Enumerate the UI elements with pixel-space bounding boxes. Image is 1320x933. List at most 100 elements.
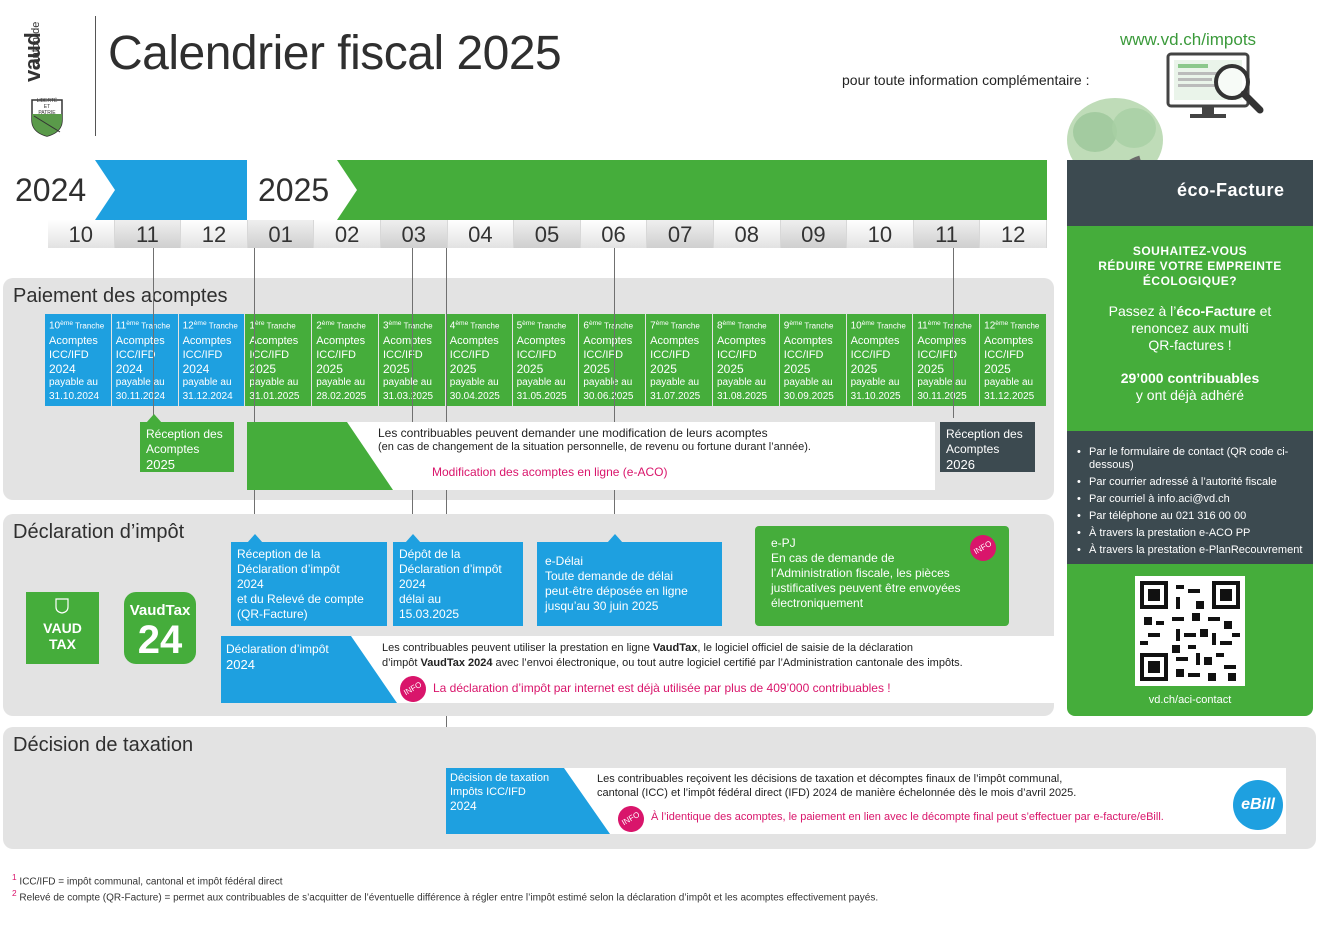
tranche-line1: Acomptes xyxy=(316,334,366,347)
epj-line5: électroniquement xyxy=(771,596,864,610)
depot-line1: Dépôt de la xyxy=(399,547,461,561)
decision-arrow xyxy=(446,768,610,834)
tranche-line2: ICC/IFD xyxy=(850,348,891,361)
tranche-payable: payable au xyxy=(917,376,967,388)
motto-patrie: PATRIE xyxy=(38,110,56,116)
panel-pitch-1a: Passez à l’ xyxy=(1108,303,1177,319)
pointer-arrow xyxy=(405,534,421,543)
panel-green-block: SOUHAITEZ-VOUS RÉDUIRE VOTRE EMPREINTE É… xyxy=(1067,226,1313,431)
footnote-2-sup: 2 xyxy=(12,888,17,898)
section-title-decision: Décision de taxation xyxy=(13,734,194,756)
tranche-line1: Acomptes xyxy=(716,334,766,347)
tranche-payable: payable au xyxy=(516,376,566,388)
declaration-info-text: La déclaration d’impôt par internet est … xyxy=(433,681,891,695)
tranche-num: 2 xyxy=(316,320,322,332)
vaud-tax-line1: VAUD xyxy=(43,620,82,636)
tranche-num: 6 xyxy=(583,320,589,332)
panel-title: éco-Facture xyxy=(1067,160,1313,226)
tranche-date: 31.08.2025 xyxy=(716,390,768,402)
footnote-1: 1 ICC/IFD = impôt communal, cantonal et … xyxy=(12,872,283,887)
tranche-sup: ème xyxy=(455,320,469,327)
tranche-year: 2024 xyxy=(115,361,143,376)
epj-line2: En cas de demande de xyxy=(771,551,895,565)
tranche-payable: payable au xyxy=(783,376,833,388)
footnote-1-sup: 1 xyxy=(12,872,17,882)
tranche-label: Tranche xyxy=(470,321,500,331)
tranche-payable: payable au xyxy=(249,376,299,388)
connector-line xyxy=(254,248,255,538)
year-2025-label: 2025 xyxy=(258,172,330,208)
month-label: 03 xyxy=(380,220,448,248)
tranche-payable: payable au xyxy=(850,376,900,388)
month-label: 08 xyxy=(713,220,781,248)
section-title-declaration: Déclaration d’impôt xyxy=(13,521,185,543)
decision-info-text: À l’identique des acomptes, le paiement … xyxy=(651,811,1164,823)
tranche-sup: ème xyxy=(789,320,803,327)
tranche-line1: Acomptes xyxy=(382,334,432,347)
website-link[interactable]: www.vd.ch/impots xyxy=(1120,30,1257,49)
panel-stat-line1: 29’000 contribuables xyxy=(1120,370,1260,386)
tranche-card: 11ème Tranche Acomptes ICC/IFD 2025 paya… xyxy=(913,314,980,406)
tranche-line1: Acomptes xyxy=(984,334,1034,347)
monitor-search-icon xyxy=(1166,52,1264,118)
month-label: 04 xyxy=(447,220,515,248)
epj-line4: justificatives peuvent être envoyées xyxy=(771,581,961,595)
tranche-card: 7ème Tranche Acomptes ICC/IFD 2025 payab… xyxy=(646,314,712,406)
declaration-text1b: VaudTax xyxy=(652,642,698,654)
month-label: 11 xyxy=(114,220,182,248)
tranche-line2: ICC/IFD xyxy=(917,348,958,361)
tranche-line1: Acomptes xyxy=(49,334,98,347)
tranche-sup: ème xyxy=(655,320,669,327)
tranche-line1: Acomptes xyxy=(917,334,967,347)
footnote-2-term: Relevé de compte (QR-Facture) xyxy=(19,892,162,904)
tranche-label: Tranche xyxy=(737,321,767,331)
tranche-label: Tranche xyxy=(942,321,972,331)
tranche-line2: ICC/IFD xyxy=(583,348,624,361)
reception-decl-line1: Réception de la xyxy=(237,547,321,561)
pointer-arrow xyxy=(247,534,263,543)
tranche-payable: payable au xyxy=(984,376,1034,388)
tranche-label: Tranche xyxy=(603,321,634,331)
month-label: 09 xyxy=(780,220,848,248)
tranche-date: 31.10.2025 xyxy=(850,390,901,402)
month-label: 12 xyxy=(181,220,248,248)
panel-pitch: Passez à l’éco-Facture et renoncez aux m… xyxy=(1067,303,1313,354)
reception-declaration-box: Réception de la Déclaration d’impôt 2024… xyxy=(231,542,387,626)
tranche-line2: ICC/IFD xyxy=(182,348,223,361)
tranche-sup: ème xyxy=(321,320,335,327)
tranche-num: 1 xyxy=(249,320,255,332)
tranche-date: 31.01.2025 xyxy=(249,390,300,402)
band-2024-cutout xyxy=(15,160,115,220)
month-label: 12 xyxy=(980,220,1047,248)
panel-question-line3: ÉCOLOGIQUE? xyxy=(1142,274,1238,288)
footnote-2-text: = permet aux contribuables de s’acquitte… xyxy=(161,892,879,904)
month-label: 06 xyxy=(580,220,648,248)
month-label: 10 xyxy=(48,220,115,248)
vaud-tax-logo: VAUD TAX xyxy=(26,592,99,664)
tranche-sup: ème xyxy=(995,320,1009,327)
modification-online-link[interactable]: Modification des acomptes en ligne (e-AC… xyxy=(432,465,668,479)
qr-code-icon[interactable] xyxy=(1135,576,1245,686)
reception-decl-line5: (QR-Facture) xyxy=(237,607,308,621)
depot-line2: Déclaration d’impôt xyxy=(399,562,502,576)
decision-tag-line3: 2024 xyxy=(450,799,477,813)
tranche-card: 1ère Tranche Acomptes ICC/IFD 2025 payab… xyxy=(245,314,312,406)
tranche-date: 30.06.2025 xyxy=(583,390,634,402)
tranche-label: Tranche xyxy=(266,321,296,331)
contact-url[interactable]: vd.ch/aci-contact xyxy=(1148,694,1232,706)
tranche-payable: payable au xyxy=(650,376,700,388)
motto-et: ET xyxy=(43,104,51,110)
tranche-line2: ICC/IFD xyxy=(984,348,1024,361)
reception-line1: Réception des xyxy=(946,427,1023,441)
tranche-card: 8ème Tranche Acomptes ICC/IFD 2025 payab… xyxy=(712,314,779,406)
tranche-line2: ICC/IFD xyxy=(249,348,290,361)
tranche-num: 10 xyxy=(49,320,61,332)
pointer-arrow xyxy=(607,534,623,543)
tranche-label: Tranche xyxy=(141,321,171,331)
tranche-payable: payable au xyxy=(583,376,633,388)
tranche-date: 31.07.2025 xyxy=(650,390,701,402)
vaudtax-num: 24 xyxy=(137,618,183,662)
tranche-sup: ème xyxy=(722,320,736,327)
tranche-label: Tranche xyxy=(537,321,567,331)
tranche-date: 31.12.2024 xyxy=(182,390,233,402)
